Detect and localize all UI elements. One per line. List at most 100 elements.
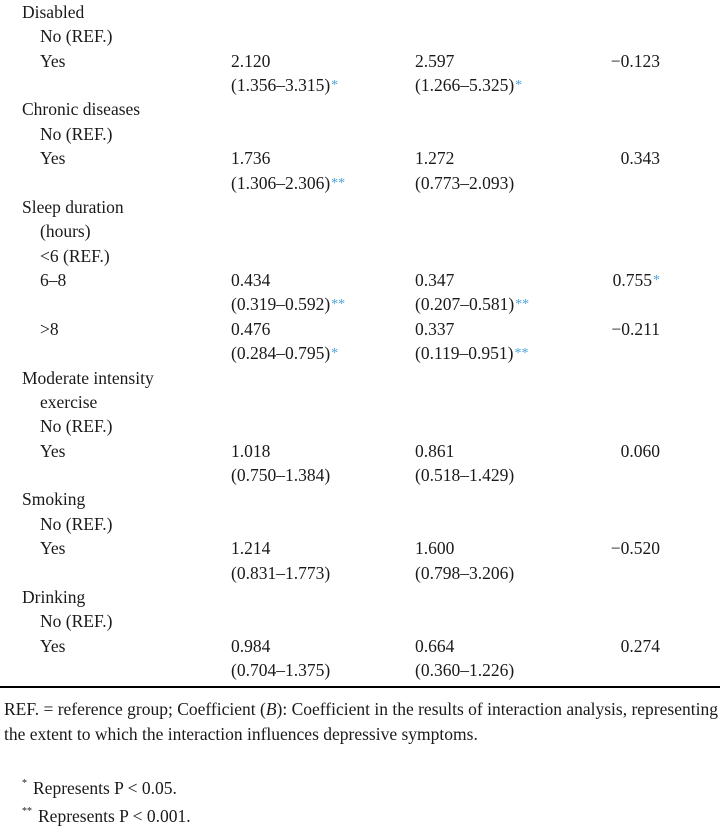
odds-ratio-2: 2.597	[415, 49, 454, 73]
confidence-interval-1-value: (0.750–1.384)	[231, 465, 331, 486]
group-label-row: Disabled	[0, 0, 725, 24]
group-label-row: exercise	[0, 390, 725, 414]
odds-ratio-1-value: 2.120	[231, 50, 271, 71]
confidence-interval-2: (1.266–5.325)*	[415, 73, 522, 98]
odds-ratio-1-value: 1.736	[231, 148, 271, 169]
table-row: No (REF.)	[0, 414, 725, 438]
row-label: No (REF.)	[40, 513, 113, 534]
table-row: Yes 1.736 1.272 0.343	[0, 146, 725, 170]
table-row-ci: (1.356–3.315)* (1.266–5.325)*	[0, 73, 725, 97]
table-row: Yes 1.018 0.861 0.060	[0, 439, 725, 463]
row-label: Yes	[40, 538, 66, 559]
row-label: 6–8	[40, 270, 67, 291]
odds-ratio-2-value: 2.597	[415, 50, 455, 71]
coefficient-b: 0.755*	[613, 268, 660, 293]
significance-marker: **	[331, 297, 346, 313]
odds-ratio-2: 1.600	[415, 536, 454, 560]
significance-marker: *	[331, 78, 339, 94]
odds-ratio-2-value: 1.600	[415, 538, 455, 559]
table-row: No (REF.)	[0, 24, 725, 48]
coefficient-b: −0.123	[611, 49, 660, 73]
confidence-interval-1: (1.306–2.306)**	[231, 171, 345, 196]
table-row: >8 0.476 0.337 −0.211	[0, 317, 725, 341]
odds-ratio-1: 1.214	[231, 536, 270, 560]
footnote-mark: *	[22, 778, 27, 789]
table-row: No (REF.)	[0, 122, 725, 146]
group-label-row: Smoking	[0, 487, 725, 511]
table-bottom-rule	[0, 686, 720, 688]
coefficient-b: −0.211	[611, 317, 660, 341]
odds-ratio-2: 0.861	[415, 439, 454, 463]
coefficient-b-value: −0.211	[611, 318, 660, 339]
significance-marker: *	[653, 273, 660, 289]
confidence-interval-2: (0.119–0.951)**	[415, 341, 529, 366]
confidence-interval-1: (0.750–1.384)	[231, 463, 330, 487]
coefficient-b-value: 0.274	[620, 635, 660, 656]
coefficient-b: 0.343	[621, 146, 660, 170]
confidence-interval-2-value: (0.360–1.226)	[415, 659, 515, 680]
group-label-row: Sleep duration	[0, 195, 725, 219]
row-label: Yes	[40, 635, 66, 656]
odds-ratio-1-value: 0.984	[231, 635, 271, 656]
row-label: No (REF.)	[40, 611, 113, 632]
group-label: Sleep duration	[22, 196, 124, 217]
coefficient-b-value: 0.060	[620, 440, 660, 461]
row-label: Yes	[40, 440, 66, 461]
footnote-italic-b: B	[265, 699, 277, 719]
odds-ratio-1: 0.476	[231, 317, 270, 341]
confidence-interval-2: (0.773–2.093)	[415, 171, 514, 195]
group-label: Smoking	[22, 489, 86, 510]
coefficient-b-value: −0.123	[610, 50, 660, 71]
coefficient-b-value: 0.343	[620, 148, 660, 169]
confidence-interval-2: (0.207–0.581)**	[415, 292, 529, 317]
coefficient-b-value: −0.520	[610, 538, 660, 559]
significance-marker: **	[331, 175, 346, 191]
group-label-row: Chronic diseases	[0, 97, 725, 121]
confidence-interval-1: (0.831–1.773)	[231, 561, 330, 585]
row-label: >8	[40, 318, 59, 339]
odds-ratio-2: 1.272	[415, 146, 454, 170]
odds-ratio-1: 0.434	[231, 268, 270, 292]
significance-marker: **	[515, 297, 530, 313]
group-label: Disabled	[22, 2, 85, 22]
footnote-sig-2: ** Represents P < 0.001.	[22, 806, 191, 827]
group-label: exercise	[40, 391, 98, 412]
coefficient-b: 0.060	[621, 439, 660, 463]
row-label: <6 (REF.)	[40, 245, 110, 266]
confidence-interval-1-value: (0.704–1.375)	[231, 659, 331, 680]
confidence-interval-2-value: (0.119–0.951)	[415, 343, 514, 364]
row-label: Yes	[40, 148, 66, 169]
odds-ratio-1: 1.736	[231, 146, 270, 170]
confidence-interval-1-value: (0.831–1.773)	[231, 562, 331, 583]
confidence-interval-2: (0.360–1.226)	[415, 658, 514, 682]
table-row: No (REF.)	[0, 512, 725, 536]
table-row-ci: (0.750–1.384) (0.518–1.429)	[0, 463, 725, 487]
odds-ratio-2: 0.664	[415, 634, 454, 658]
confidence-interval-2-value: (0.773–2.093)	[415, 172, 515, 193]
confidence-interval-1-value: (1.356–3.315)	[231, 75, 331, 96]
table-row-ci: (0.831–1.773) (0.798–3.206)	[0, 561, 725, 585]
footnote-text-end: ): Coefficient in the results of interac…	[4, 699, 718, 744]
odds-ratio-2-value: 0.664	[415, 635, 455, 656]
confidence-interval-2-value: (0.207–0.581)	[415, 294, 515, 315]
odds-ratio-1: 0.984	[231, 634, 270, 658]
footnote-note-text: Represents P < 0.001.	[38, 806, 191, 826]
significance-marker: **	[514, 346, 529, 362]
odds-ratio-2: 0.347	[415, 268, 454, 292]
group-label: (hours)	[40, 221, 91, 242]
footnote-mark: **	[22, 806, 32, 817]
confidence-interval-1: (1.356–3.315)*	[231, 73, 338, 98]
group-label-row: Moderate intensity	[0, 366, 725, 390]
odds-ratio-1-value: 0.434	[231, 270, 271, 291]
confidence-interval-2: (0.518–1.429)	[415, 463, 514, 487]
table-row: 6–8 0.434 0.347 0.755*	[0, 268, 725, 292]
significance-marker: *	[331, 346, 339, 362]
odds-ratio-2-value: 1.272	[415, 148, 455, 169]
odds-ratio-2-value: 0.861	[415, 440, 455, 461]
row-label: Yes	[40, 50, 66, 71]
table-row-ci: (0.704–1.375) (0.360–1.226)	[0, 658, 725, 682]
table-row: Yes 1.214 1.600 −0.520	[0, 536, 725, 560]
confidence-interval-1: (0.319–0.592)**	[231, 292, 345, 317]
odds-ratio-1: 1.018	[231, 439, 270, 463]
table-row-ci: (1.306–2.306)** (0.773–2.093)	[0, 171, 725, 195]
